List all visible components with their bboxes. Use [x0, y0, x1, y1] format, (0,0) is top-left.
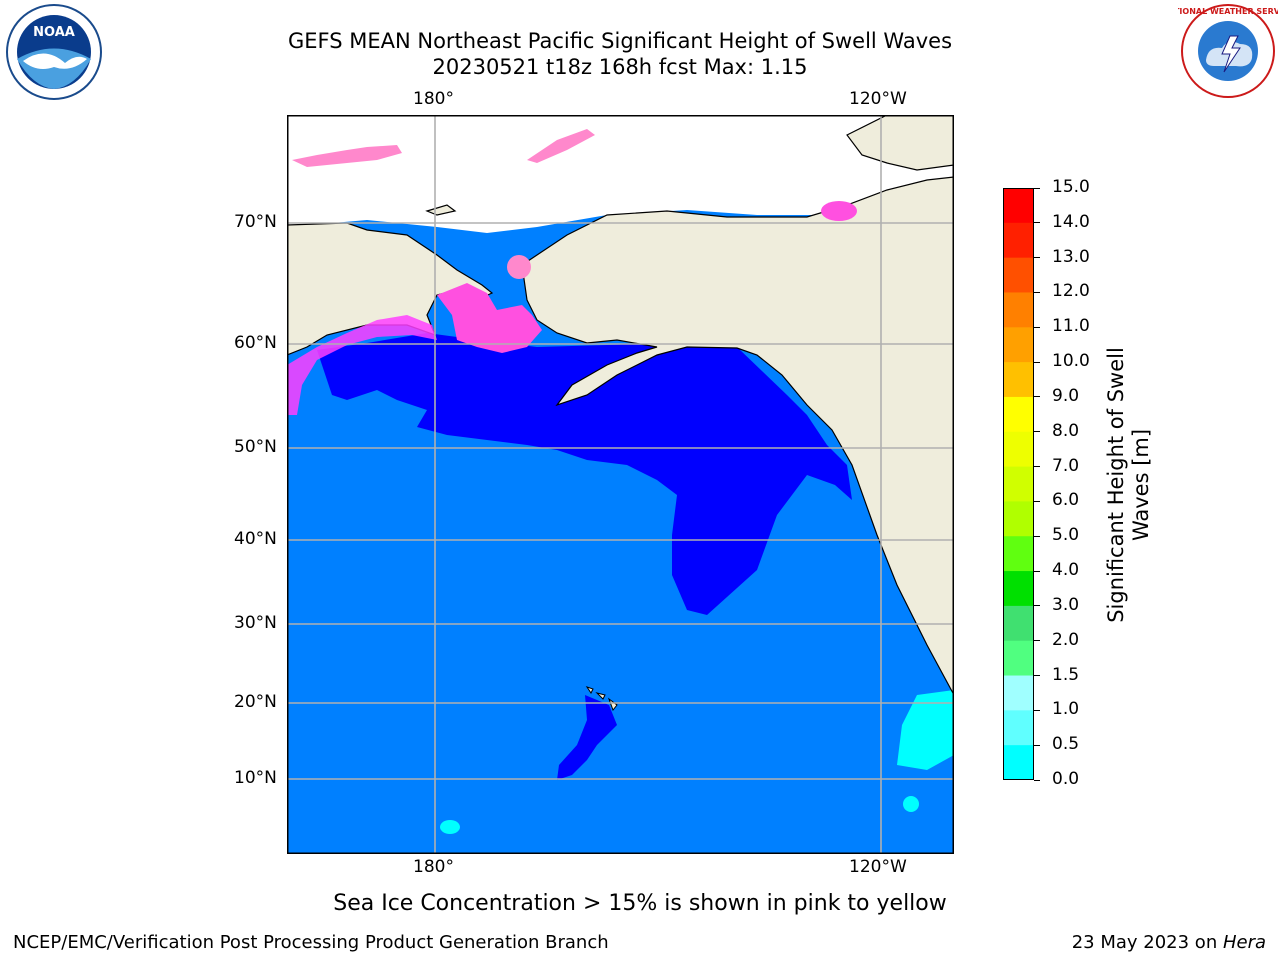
- footer-date-text: 23 May 2023 on: [1071, 932, 1223, 953]
- colorbar-segment: [1003, 257, 1034, 293]
- colorbar: [1003, 188, 1034, 780]
- colorbar-tick-label: 1.5: [1052, 664, 1080, 685]
- colorbar-title: Significant Height of Swell Waves [m]: [1104, 347, 1154, 623]
- colorbar-tick-label: 4.0: [1052, 560, 1080, 581]
- colorbar-title-line1: Significant Height of Swell: [1104, 347, 1128, 623]
- colorbar-tick-label: 15.0: [1052, 177, 1090, 197]
- colorbar-tick-label: 7.0: [1052, 455, 1080, 476]
- colorbar-tick-label: 0.0: [1052, 769, 1080, 789]
- sea-ice-arctic-west: [292, 145, 402, 167]
- colorbar-tick-mark: [1034, 257, 1040, 259]
- colorbar-tick-mark: [1034, 500, 1040, 502]
- swell-band-0-0.5: [317, 333, 852, 615]
- colorbar-segment: [1003, 222, 1034, 259]
- lat-label-60n: 60°N: [234, 333, 277, 353]
- colorbar-segment: [1003, 605, 1034, 642]
- lat-label-40n: 40°N: [234, 529, 277, 549]
- colorbar-tick-mark: [1034, 222, 1040, 224]
- colorbar-segment: [1003, 675, 1034, 711]
- sea-ice-arctic-central: [527, 129, 595, 163]
- land-arctic-islands: [846, 115, 954, 171]
- footer-credit: NCEP/EMC/Verification Post Processing Pr…: [13, 932, 609, 953]
- noaa-logo: NOAA: [6, 4, 102, 100]
- sea-ice-norton-sound: [507, 255, 531, 279]
- colorbar-tick-mark: [1034, 431, 1040, 433]
- hawaii-swell-band: [557, 695, 617, 780]
- lon-label-top-120w: 120°W: [849, 89, 907, 109]
- colorbar-segment: [1003, 536, 1034, 572]
- arctic-blank: [287, 115, 954, 233]
- swell-band-1.0-1.5: [897, 690, 954, 770]
- land-wrangel-island: [425, 204, 457, 216]
- colorbar-tick-label: 13.0: [1052, 246, 1090, 267]
- colorbar-tick-label: 0.5: [1052, 734, 1080, 755]
- footer-machine: Hera: [1222, 932, 1266, 953]
- colorbar-tick-mark: [1034, 675, 1040, 677]
- colorbar-tick-mark: [1034, 535, 1040, 537]
- lat-label-50n: 50°N: [234, 437, 277, 457]
- colorbar-segment: [1003, 188, 1034, 224]
- colorbar-segment: [1003, 571, 1034, 607]
- colorbar-tick-mark: [1034, 187, 1040, 189]
- sea-ice-note: Sea Ice Concentration > 15% is shown in …: [333, 891, 947, 916]
- lon-label-bottom-180: 180°: [413, 857, 454, 877]
- colorbar-tick-mark: [1034, 640, 1040, 642]
- colorbar-tick-mark: [1034, 744, 1040, 746]
- colorbar-segment: [1003, 292, 1034, 328]
- colorbar-tick-label: 8.0: [1052, 420, 1080, 441]
- colorbar-segment: [1003, 501, 1034, 537]
- colorbar-tick-mark: [1034, 709, 1040, 711]
- colorbar-tick-label: 12.0: [1052, 281, 1090, 302]
- colorbar-tick-mark: [1034, 466, 1040, 468]
- colorbar-tick-mark: [1034, 605, 1040, 607]
- colorbar-tick-mark: [1034, 396, 1040, 398]
- map-frame: [287, 115, 954, 854]
- lat-label-20n: 20°N: [234, 692, 277, 712]
- lon-label-top-180: 180°: [413, 89, 454, 109]
- colorbar-tick-label: 6.0: [1052, 490, 1080, 511]
- colorbar-tick-label: 11.0: [1052, 316, 1090, 337]
- colorbar-tick-label: 9.0: [1052, 385, 1080, 406]
- map-gridlines: [287, 115, 954, 854]
- colorbar-segment: [1003, 327, 1034, 363]
- footer-date: 23 May 2023 on Hera: [1072, 932, 1266, 953]
- colorbar-segment: [1003, 396, 1034, 433]
- sea-ice-bering-east: [437, 283, 542, 353]
- colorbar-segment: [1003, 710, 1034, 746]
- swell-patch-southwest: [440, 820, 460, 834]
- colorbar-title-line2: Waves [m]: [1129, 428, 1153, 542]
- colorbar-tick-mark: [1034, 779, 1040, 781]
- lat-label-70n: 70°N: [234, 212, 277, 232]
- map-panel: [287, 115, 954, 854]
- colorbar-segment: [1003, 431, 1034, 468]
- colorbar-segment: [1003, 745, 1034, 780]
- nws-logo: NATIONAL WEATHER SERVICE: [1178, 4, 1278, 98]
- sea-ice-mackenzie: [821, 201, 857, 221]
- colorbar-tick-mark: [1034, 291, 1040, 293]
- colorbar-tick-label: 2.0: [1052, 629, 1080, 650]
- sea-ice-bering-west: [287, 315, 437, 415]
- colorbar-segment: [1003, 362, 1034, 398]
- colorbar-tick-mark: [1034, 326, 1040, 328]
- map-title: GEFS MEAN Northeast Pacific Significant …: [287, 29, 953, 53]
- colorbar-tick-label: 3.0: [1052, 594, 1080, 615]
- lon-label-bottom-120w: 120°W: [849, 857, 907, 877]
- colorbar-tick-mark: [1034, 361, 1040, 363]
- colorbar-segment: [1003, 466, 1034, 502]
- colorbar-tick-label: 1.0: [1052, 699, 1080, 720]
- colorbar-tick-label: 10.0: [1052, 351, 1090, 372]
- swell-patch-southeast: [903, 796, 919, 812]
- colorbar-segment: [1003, 640, 1034, 677]
- nws-logo-text: NATIONAL WEATHER SERVICE: [1178, 7, 1278, 16]
- colorbar-tick-mark: [1034, 570, 1040, 572]
- lat-label-30n: 30°N: [234, 613, 277, 633]
- noaa-logo-text: NOAA: [33, 25, 75, 40]
- colorbar-tick-label: 5.0: [1052, 525, 1080, 546]
- land-hawaii: [585, 686, 618, 712]
- map-subtitle: 20230521 t18z 168h fcst Max: 1.15: [432, 55, 808, 79]
- lat-label-10n: 10°N: [234, 768, 277, 788]
- colorbar-tick-label: 14.0: [1052, 211, 1090, 232]
